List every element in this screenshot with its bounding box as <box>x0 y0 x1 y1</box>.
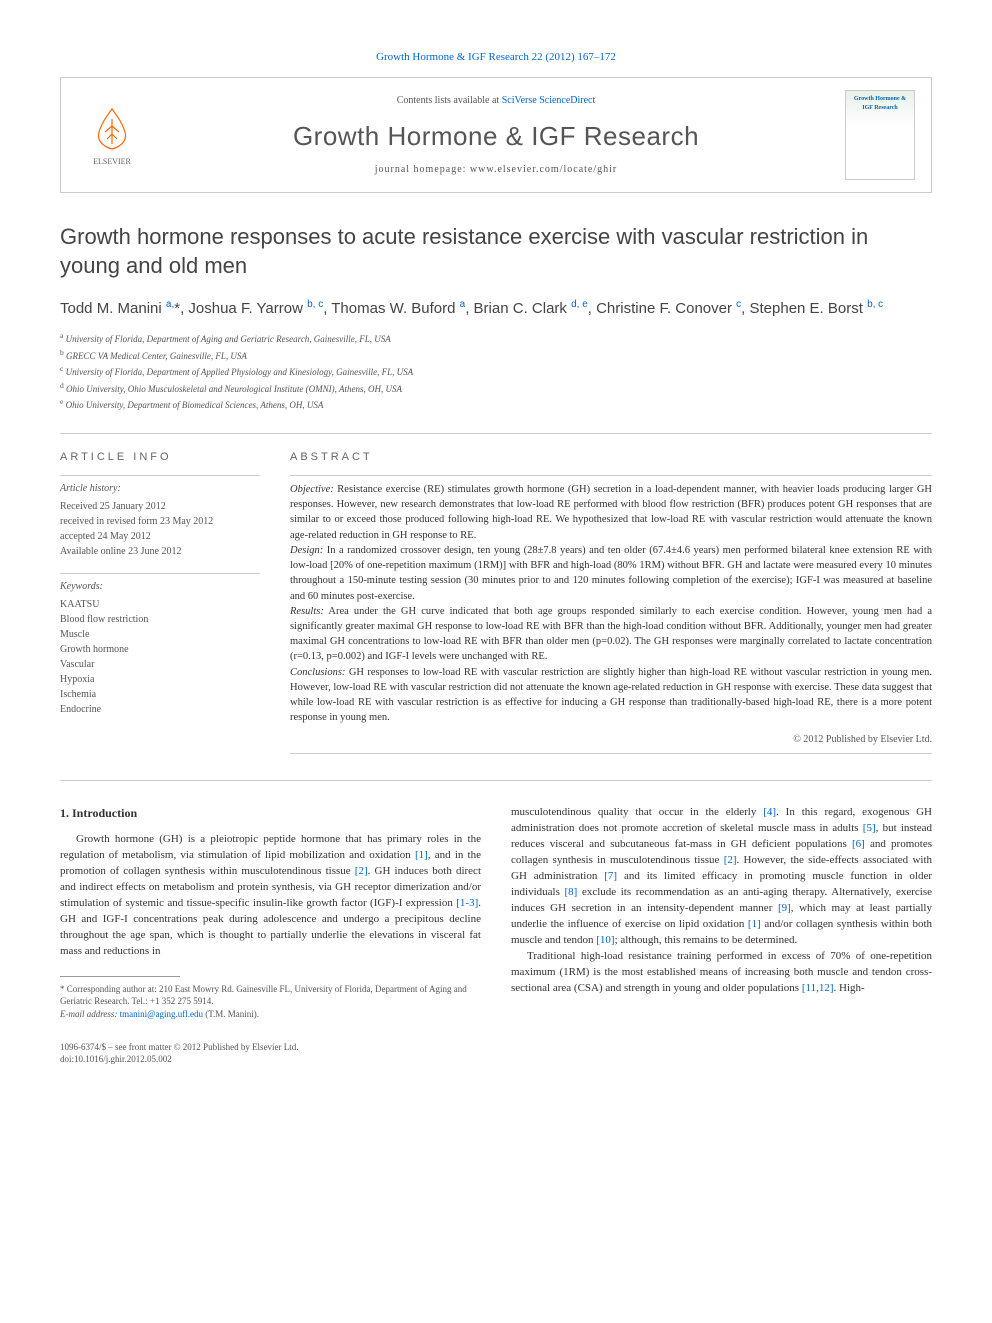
affiliations: a University of Florida, Department of A… <box>60 330 932 413</box>
article-info-heading: ARTICLE INFO <box>60 450 260 465</box>
corresponding-author-footnote: * Corresponding author at: 210 East Mowr… <box>60 983 481 1008</box>
abstract-box: ABSTRACT Objective: Resistance exercise … <box>290 450 932 761</box>
section-heading-introduction: 1. Introduction <box>60 805 481 822</box>
body-paragraph: Traditional high-load resistance trainin… <box>511 949 932 997</box>
abstract-heading: ABSTRACT <box>290 450 932 465</box>
email-label: E-mail address: <box>60 1009 120 1019</box>
elsevier-logo: ELSEVIER <box>77 100 147 170</box>
article-title: Growth hormone responses to acute resist… <box>60 223 932 280</box>
article-info-box: ARTICLE INFO Article history: Received 2… <box>60 450 260 761</box>
contents-prefix: Contents lists available at <box>397 95 502 106</box>
journal-cover-thumb: Growth Hormone & IGF Research <box>845 90 915 180</box>
journal-name: Growth Hormone & IGF Research <box>147 118 845 154</box>
contents-line: Contents lists available at SciVerse Sci… <box>147 94 845 108</box>
journal-homepage: journal homepage: www.elsevier.com/locat… <box>147 163 845 177</box>
abstract-copyright: © 2012 Published by Elsevier Ltd. <box>290 733 932 747</box>
citation-line: Growth Hormone & IGF Research 22 (2012) … <box>60 50 932 65</box>
body-column-right: musculotendinous quality that occur in t… <box>511 805 932 1020</box>
divider <box>60 433 932 434</box>
issn-line: 1096-6374/$ – see front matter © 2012 Pu… <box>60 1041 932 1054</box>
body-paragraph: musculotendinous quality that occur in t… <box>511 805 932 948</box>
body-column-left: 1. Introduction Growth hormone (GH) is a… <box>60 805 481 1020</box>
footer: 1096-6374/$ – see front matter © 2012 Pu… <box>60 1041 932 1066</box>
footnote-divider <box>60 976 180 977</box>
keywords-label: Keywords: <box>60 580 260 594</box>
keywords-text: KAATSUBlood flow restrictionMuscleGrowth… <box>60 597 260 717</box>
sciencedirect-link[interactable]: SciVerse ScienceDirect <box>502 95 596 106</box>
doi-line: doi:10.1016/j.ghir.2012.05.002 <box>60 1053 932 1066</box>
history-label: Article history: <box>60 482 260 496</box>
email-suffix: (T.M. Manini). <box>203 1009 259 1019</box>
history-text: Received 25 January 2012received in revi… <box>60 499 260 559</box>
abstract-text: Objective: Resistance exercise (RE) stim… <box>290 482 932 726</box>
elsevier-tree-icon <box>87 104 137 154</box>
email-footnote: E-mail address: tmanini@aging.ufl.edu (T… <box>60 1008 481 1021</box>
cover-thumb-title: Growth Hormone & IGF Research <box>850 95 910 112</box>
email-link[interactable]: tmanini@aging.ufl.edu <box>120 1009 203 1019</box>
authors-line: Todd M. Manini a,*, Joshua F. Yarrow b, … <box>60 297 932 321</box>
journal-header: ELSEVIER Contents lists available at Sci… <box>60 77 932 193</box>
elsevier-label: ELSEVIER <box>93 156 131 167</box>
body-paragraph: Growth hormone (GH) is a pleiotropic pep… <box>60 832 481 960</box>
